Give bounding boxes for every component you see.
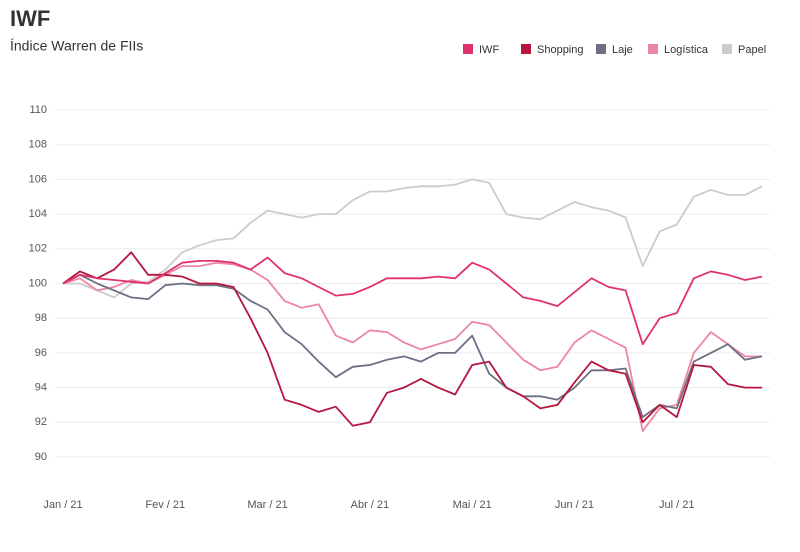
legend-swatch xyxy=(648,44,658,54)
legend-swatch xyxy=(722,44,732,54)
y-tick-label: 100 xyxy=(29,277,47,289)
x-tick-label: Mar / 21 xyxy=(247,499,287,511)
legend-swatch xyxy=(463,44,473,54)
x-tick-label: Jun / 21 xyxy=(555,499,594,511)
series-line xyxy=(62,256,763,346)
y-tick-label: 106 xyxy=(29,173,47,185)
y-tick-label: 96 xyxy=(35,347,47,359)
x-tick-label: Abr / 21 xyxy=(351,499,390,511)
legend-label: Shopping xyxy=(537,44,584,56)
legend-swatch xyxy=(596,44,606,54)
y-tick-label: 110 xyxy=(29,104,47,116)
series-line xyxy=(62,273,763,418)
legend-label: Laje xyxy=(612,44,633,56)
legend-label: Logística xyxy=(664,44,709,56)
y-tick-label: 104 xyxy=(29,208,47,220)
y-tick-label: 90 xyxy=(35,451,47,463)
series-line xyxy=(62,261,762,432)
y-tick-label: 98 xyxy=(35,312,47,324)
series-line xyxy=(62,251,762,427)
chart-title: IWF xyxy=(10,6,50,31)
legend-label: IWF xyxy=(479,44,499,56)
legend: IWF Shopping Laje Logística Papel xyxy=(463,44,766,56)
lines xyxy=(62,178,763,432)
x-tick-label: Fev / 21 xyxy=(145,499,185,511)
y-tick-label: 102 xyxy=(29,243,47,255)
legend-swatch xyxy=(521,44,531,54)
y-tick-label: 94 xyxy=(35,382,47,394)
series-line xyxy=(63,178,763,299)
x-tick-label: Jan / 21 xyxy=(43,499,82,511)
x-tick-label: Mai / 21 xyxy=(453,499,492,511)
grid: 90 92 94 96 98 100 102 104 106 108 110 Jan / 21 Fev … xyxy=(29,104,770,511)
x-tick-label: Jul / 21 xyxy=(659,499,694,511)
chart-subtitle: Índice Warren de FIIs xyxy=(10,38,143,54)
legend-label: Papel xyxy=(738,44,766,56)
y-tick-label: 92 xyxy=(35,416,47,428)
y-tick-label: 108 xyxy=(29,139,47,151)
